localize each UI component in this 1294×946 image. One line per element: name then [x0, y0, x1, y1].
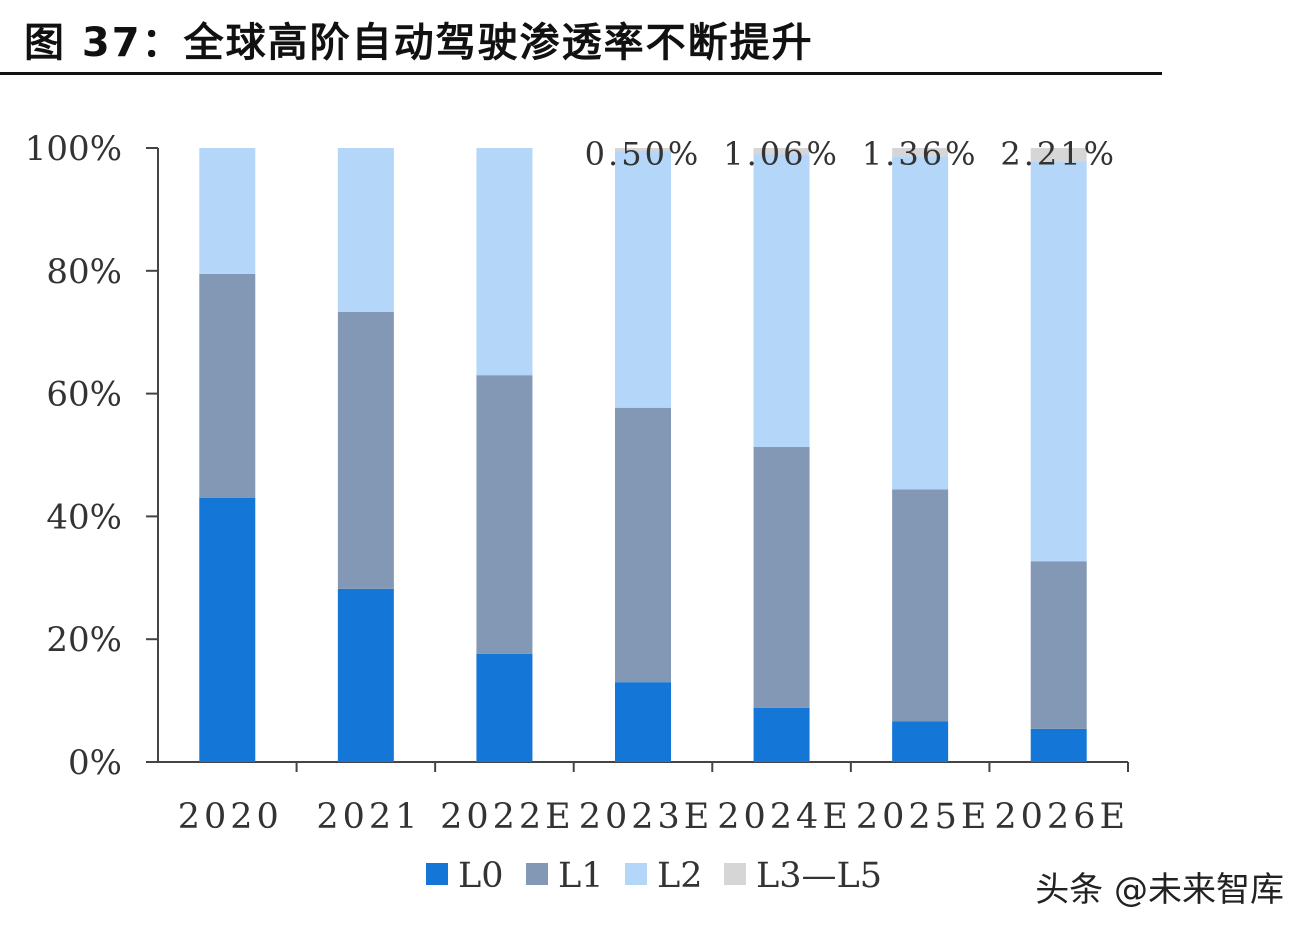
bar-l1-2022e — [476, 375, 533, 654]
x-tick-label: 2022E — [440, 797, 575, 837]
y-tick-label: 0% — [68, 743, 122, 783]
legend-label: L3—L5 — [756, 856, 882, 896]
bar-l1-2025e — [892, 489, 949, 722]
legend-label: L2 — [657, 856, 703, 896]
data-label: 1.06% — [723, 135, 840, 173]
y-tick-label: 60% — [46, 375, 122, 415]
chart-title: 图 37：全球高阶自动驾驶渗透率不断提升 — [24, 20, 814, 66]
bar-l1-2024e — [753, 447, 810, 708]
bar-l0-2021 — [337, 588, 394, 762]
data-label: 0.50% — [585, 135, 702, 173]
bar-l2-2024e — [753, 154, 810, 448]
bar-l0-2024e — [753, 707, 810, 762]
y-tick-label: 100% — [25, 129, 122, 169]
legend-label: L1 — [558, 856, 604, 896]
bar-l0-2023e — [615, 682, 671, 762]
bar-l2-2026e — [1030, 161, 1087, 562]
bar-l1-2026e — [1030, 561, 1087, 729]
legend-swatch-l2 — [625, 863, 647, 885]
data-label: 2.21% — [1000, 135, 1117, 173]
bar-l1-2023e — [615, 407, 671, 683]
x-tick-label: 2023E — [579, 797, 714, 837]
title-underline — [0, 72, 1162, 75]
bar-l1-2021 — [337, 311, 394, 589]
bar-l3-l5-2025e — [892, 148, 949, 157]
y-tick-label: 40% — [46, 497, 122, 537]
watermark: 头条 @未来智库 — [1035, 870, 1284, 910]
x-tick-label: 2025E — [856, 797, 991, 837]
bar-l1-2020 — [199, 273, 256, 498]
bar-l2-2021 — [337, 148, 394, 312]
bar-l3-l5-2024e — [753, 148, 810, 155]
y-tick-label: 80% — [46, 252, 122, 292]
bar-l2-2020 — [199, 148, 256, 274]
bar-l2-2025e — [892, 156, 949, 490]
x-tick-label: 2020 — [178, 797, 283, 837]
legend-swatch-l0 — [426, 863, 448, 885]
legend-label: L0 — [458, 856, 504, 896]
bar-l2-2022e — [476, 148, 533, 376]
bar-l0-2026e — [1030, 728, 1087, 762]
bar-l3-l5-2026e — [1030, 148, 1087, 162]
bar-l2-2023e — [615, 151, 671, 408]
x-tick-label: 2024E — [717, 797, 852, 837]
bar-l0-2022e — [476, 653, 533, 762]
bar-l0-2020 — [199, 497, 256, 762]
x-tick-label: 2021 — [316, 797, 421, 837]
data-label: 1.36% — [862, 135, 979, 173]
legend-swatch-l3-l5 — [724, 863, 746, 885]
bar-l0-2025e — [892, 721, 949, 762]
legend-swatch-l1 — [526, 863, 548, 885]
x-tick-label: 2026E — [994, 797, 1129, 837]
y-tick-label: 20% — [46, 620, 122, 660]
bar-l3-l5-2023e — [615, 148, 671, 152]
